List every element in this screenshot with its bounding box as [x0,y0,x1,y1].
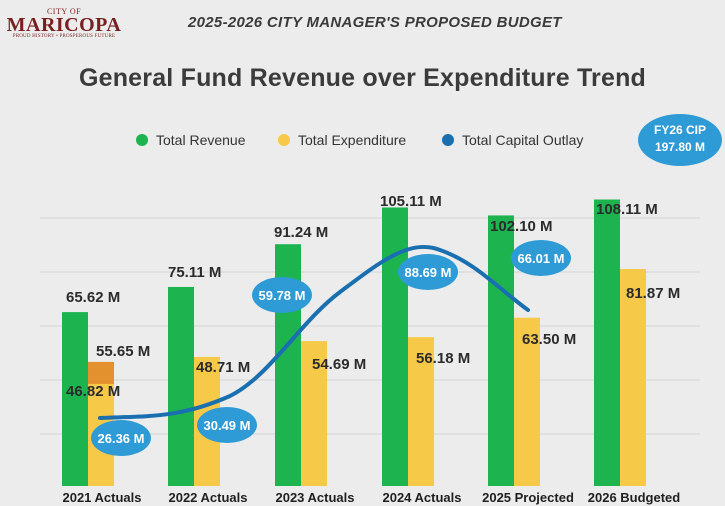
logo-name: MARICOPA [6,14,122,36]
category-label: 2024 Actuals [382,490,461,505]
logo-city-of: CITY OF [46,7,82,16]
category-label: 2022 Actuals [168,490,247,505]
revenue-label: 108.11 M [596,201,658,218]
revenue-label: 65.62 M [66,289,120,306]
legend-label-capital: Total Capital Outlay [462,132,584,148]
category-label: 2025 Projected [482,490,574,505]
capital-outlay-bubble [197,407,257,443]
expenditure-bar [408,337,434,486]
cip-label: FY26 CIP [653,123,707,137]
chart-legend: Total Revenue Total Expenditure Total Ca… [0,132,725,152]
capital-outlay-label: 88.69 M [405,265,452,280]
revenue-label: 75.11 M [168,264,221,281]
capital-outlay-label: 30.49 M [204,418,251,433]
legend-label-revenue: Total Revenue [156,132,246,148]
revenue-bar [594,199,620,487]
revenue-label: 91.24 M [274,224,328,241]
legend-dot-revenue [136,134,148,146]
expenditure-label: 56.18 M [416,350,470,367]
page-header: 2025-2026 CITY MANAGER'S PROPOSED BUDGET [188,14,562,31]
legend-item-revenue: Total Revenue [136,132,246,148]
legend-dot-capital [442,134,454,146]
capital-outlay-label: 66.01 M [518,251,565,266]
capital-outlay-label: 59.78 M [259,288,306,303]
capital-outlay-bubble [398,254,458,290]
annotation-highlight [88,361,114,384]
capital-outlay-bubble [252,277,312,313]
capital-outlay-bubble [511,240,571,276]
legend-item-expenditure: Total Expenditure [278,132,406,148]
expenditure-bar [514,317,540,486]
capital-outlay-label: 26.36 M [98,431,145,446]
city-logo: CITY OF MARICOPA PROUD HISTORY • PROSPER… [4,8,124,40]
expenditure-label: 46.82 M [66,383,120,400]
capital-outlay-bubble [91,420,151,456]
category-label: 2026 Budgeted [588,490,681,505]
cip-bubble: FY26 CIP 197.80 M [638,114,722,166]
logo-tagline: PROUD HISTORY • PROSPEROUS FUTURE [12,34,116,39]
chart-title: General Fund Revenue over Expenditure Tr… [78,64,647,92]
expenditure-label: 63.50 M [522,331,576,348]
expenditure-label: 48.71 M [196,359,250,376]
revenue-label: 102.10 M [490,218,553,235]
legend-label-expenditure: Total Expenditure [298,132,407,148]
expenditure-label: 81.87 M [626,285,680,302]
revenue-bar [168,286,194,486]
category-label: 2023 Actuals [275,490,354,505]
capital-outlay-line [98,244,530,420]
legend-item-capital: Total Capital Outlay [442,132,583,148]
legend-dot-expenditure [278,134,290,146]
expenditure-label: 54.69 M [312,356,366,373]
revenue-bar [488,215,514,486]
cip-value: 197.80 M [654,140,706,154]
revenue-label: 105.11 M [380,193,442,210]
annotation-label: 55.65 M [96,343,150,360]
expenditure-bar [301,341,327,486]
revenue-bar [62,312,88,486]
category-label: 2021 Actuals [62,490,141,505]
expenditure-bar [620,269,646,486]
